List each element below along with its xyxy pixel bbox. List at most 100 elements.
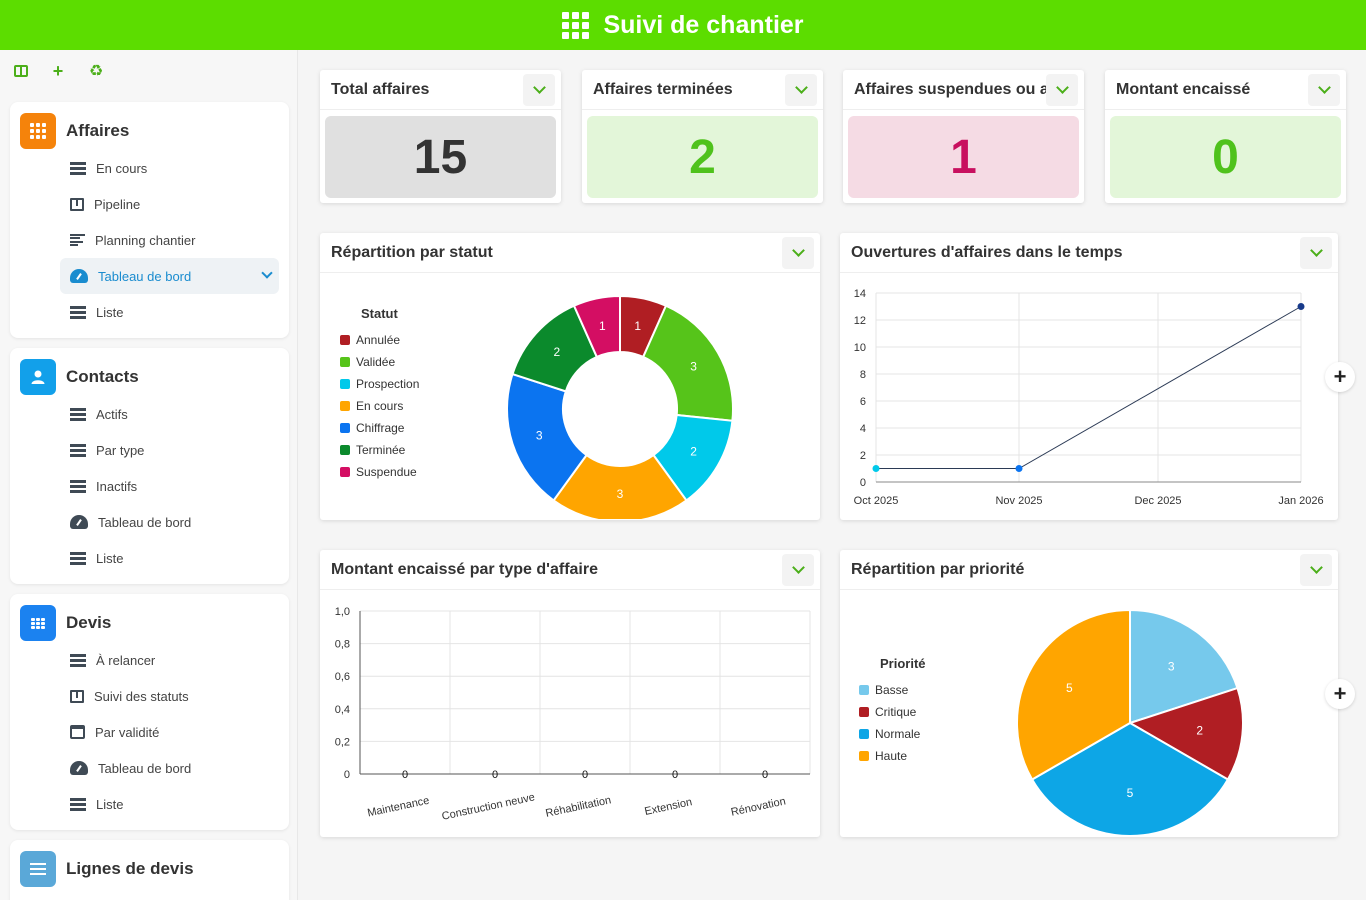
list-icon xyxy=(70,551,86,565)
y-tick-label: 2 xyxy=(860,450,866,462)
section-affaires: Affaires En cours Pipeline Planning chan… xyxy=(10,102,289,338)
sidebar-item-liste[interactable]: Liste xyxy=(60,294,279,330)
chart-statut: 1 3 2 3 3 2 1 Statut Annulée Validée Prospection En… xyxy=(340,294,734,519)
legend-label: Haute xyxy=(875,749,907,763)
kpi-card-total-affaires: Total affaires 15 xyxy=(320,70,561,203)
sidebar-item-tableau-de-bord[interactable]: Tableau de bord xyxy=(60,258,279,294)
chevron-down-icon[interactable] xyxy=(782,237,814,269)
kpi-title: Montant encaissé xyxy=(1105,70,1346,110)
y-tick-label: 0,6 xyxy=(335,671,350,683)
table-icon xyxy=(20,605,56,641)
recycle-icon[interactable]: ♻ xyxy=(88,63,104,80)
sidebar-item-tableau-de-bord[interactable]: Tableau de bord xyxy=(60,750,279,786)
legend-label: Annulée xyxy=(356,333,400,347)
add-widget-button[interactable]: + xyxy=(1325,679,1355,709)
sidebar-item-par-validite[interactable]: Par validité xyxy=(60,714,279,750)
chevron-down-icon[interactable] xyxy=(1300,554,1332,586)
section-header[interactable]: Lignes de devis xyxy=(10,850,289,888)
add-icon[interactable]: + xyxy=(52,60,64,81)
legend-swatch xyxy=(340,401,350,411)
gantt-icon xyxy=(70,233,85,247)
x-tick-label: Construction neuve xyxy=(441,791,536,822)
sidebar-item-pipeline[interactable]: Pipeline xyxy=(60,186,279,222)
sidebar-item-actifs[interactable]: Actifs xyxy=(60,396,279,432)
section-header[interactable]: Devis xyxy=(10,604,289,642)
kpi-card-affaires-terminees: Affaires terminées 2 xyxy=(582,70,823,203)
sidebar-item-planning-chantier[interactable]: Planning chantier xyxy=(60,222,279,258)
sidebar-item-liste[interactable]: Liste xyxy=(60,540,279,576)
sidebar-item-suivi-des-statuts[interactable]: Suivi des statuts xyxy=(60,678,279,714)
legend-swatch xyxy=(340,445,350,455)
add-widget-button[interactable]: + xyxy=(1325,362,1355,392)
section-header[interactable]: Contacts xyxy=(10,358,289,396)
kanban-icon xyxy=(70,197,84,211)
chevron-down-icon[interactable] xyxy=(785,74,817,106)
chevron-down-icon[interactable] xyxy=(782,554,814,586)
dashboard-icon xyxy=(70,269,88,283)
chevron-down-icon[interactable] xyxy=(1300,237,1332,269)
chevron-down-icon[interactable] xyxy=(1046,74,1078,106)
sidebar-item-a-relancer[interactable]: À relancer xyxy=(60,642,279,678)
lines-icon xyxy=(20,851,56,887)
data-label: 0 xyxy=(672,769,678,781)
legend-label: Suspendue xyxy=(356,465,417,479)
legend-label: En cours xyxy=(356,399,403,413)
pie-slice xyxy=(1129,608,1239,725)
x-tick-label: Nov 2025 xyxy=(995,495,1042,507)
list-icon xyxy=(70,443,86,457)
data-label: 1 xyxy=(634,319,641,333)
sidebar-item-inactifs[interactable]: Inactifs xyxy=(60,468,279,504)
kpi-title: Affaires suspendues ou a xyxy=(843,70,1084,110)
y-tick-label: 4 xyxy=(860,423,866,435)
kpi-title: Affaires terminées xyxy=(582,70,823,110)
section-header[interactable]: Affaires xyxy=(10,112,289,150)
y-tick-label: 0,2 xyxy=(335,736,350,748)
sidebar-item-par-type[interactable]: Par type xyxy=(60,432,279,468)
chevron-down-icon[interactable] xyxy=(1308,74,1340,106)
kanban-icon xyxy=(70,689,84,703)
kpi-title: Total affaires xyxy=(320,70,561,110)
data-label: 3 xyxy=(536,428,543,442)
sidebar-item-liste[interactable]: Liste xyxy=(60,786,279,822)
list-icon xyxy=(70,479,86,493)
chart-card-priorite: Répartition par priorité 3 2 5 5 Priorité Bas… xyxy=(840,550,1338,837)
y-tick-label: 10 xyxy=(854,342,866,354)
chart-montant: 0 0,2 0,4 0,6 0,8 1,0 0 Maintenance 0 Constructio… xyxy=(335,606,811,823)
app-header: Suivi de chantier xyxy=(0,0,1366,50)
x-tick-label: Extension xyxy=(644,796,694,818)
data-label: 3 xyxy=(1168,659,1175,673)
x-tick-label: Dec 2025 xyxy=(1134,495,1181,507)
legend-swatch xyxy=(859,751,869,761)
chart-title: Montant encaissé par type d'affaire xyxy=(320,550,820,590)
chevron-down-icon[interactable] xyxy=(261,267,273,279)
data-label: 2 xyxy=(690,445,697,459)
x-tick-label: Rénovation xyxy=(730,795,787,818)
legend-swatch xyxy=(340,335,350,345)
data-label: 0 xyxy=(402,769,408,781)
chart-title: Répartition par priorité xyxy=(840,550,1338,590)
section-title: Devis xyxy=(66,613,112,632)
layout-icon[interactable] xyxy=(14,65,28,77)
section-contacts: Contacts Actifs Par type Inactifs Tablea… xyxy=(10,348,289,584)
chevron-down-icon[interactable] xyxy=(523,74,555,106)
chart-ouvertures: 0 2 4 6 8 10 12 14 Oct 2025 Nov 2025 Dec 2025 Jan 2… xyxy=(854,288,1324,507)
data-label: 1 xyxy=(599,319,606,333)
series-line xyxy=(876,306,1302,469)
sidebar-toolbar: + ♻ xyxy=(0,50,297,92)
data-point xyxy=(1297,303,1305,310)
sidebar: + ♻ Affaires En cours Pipeline Planning … xyxy=(0,50,298,900)
legend-label: Basse xyxy=(875,683,909,697)
calendar-icon xyxy=(70,725,85,739)
dashboard-icon xyxy=(70,761,88,775)
app-title: Suivi de chantier xyxy=(603,10,804,39)
sidebar-item-tableau-de-bord[interactable]: Tableau de bord xyxy=(60,504,279,540)
section-title: Affaires xyxy=(66,121,130,140)
data-label: 3 xyxy=(617,487,624,501)
list-icon xyxy=(70,161,86,175)
data-point xyxy=(872,465,880,472)
legend-label: Terminée xyxy=(356,443,406,457)
sidebar-item-en-cours[interactable]: En cours xyxy=(60,150,279,186)
legend-label: Chiffrage xyxy=(356,421,405,435)
section-title: Lignes de devis xyxy=(66,859,194,878)
section-title: Contacts xyxy=(66,367,139,386)
